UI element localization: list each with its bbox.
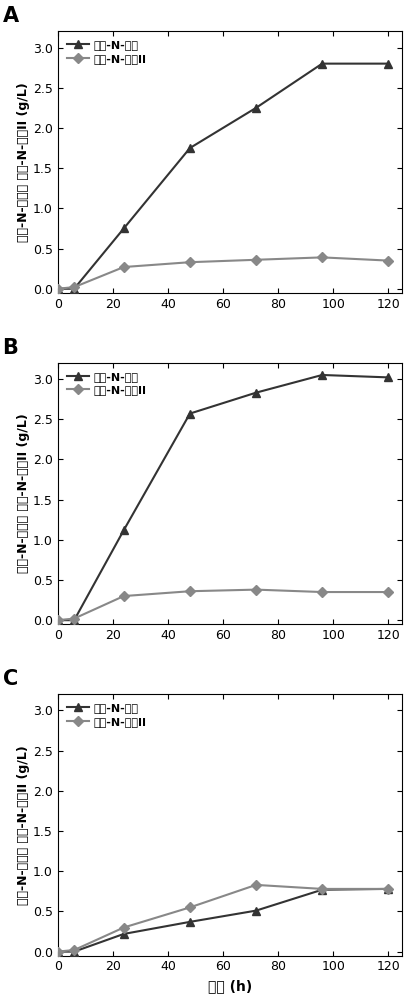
Line: 乳酸-N-三糖II: 乳酸-N-三糖II bbox=[54, 254, 392, 292]
乳酸-N-三糖II bbox=[320, 251, 325, 263]
乳酸-N-四糖 bbox=[320, 58, 325, 70]
Line: 乳酸-N-四糖: 乳酸-N-四糖 bbox=[54, 885, 393, 956]
乳酸-N-四糖 bbox=[386, 58, 391, 70]
乳酸-N-四糖 bbox=[72, 946, 76, 958]
乳酸-N-三糖II bbox=[55, 614, 60, 626]
乳酸-N-四糖 bbox=[254, 102, 258, 114]
Line: 乳酸-N-三糖II: 乳酸-N-三糖II bbox=[54, 586, 392, 624]
Line: 乳酸-N-三糖II: 乳酸-N-三糖II bbox=[54, 881, 392, 955]
乳酸-N-四糖 bbox=[121, 222, 126, 234]
Line: 乳酸-N-四糖: 乳酸-N-四糖 bbox=[54, 371, 393, 624]
乳酸-N-四糖 bbox=[187, 142, 192, 154]
Y-axis label: 乳酸-N-四糖， 乳酸-N-三糖II (g/L): 乳酸-N-四糖， 乳酸-N-三糖II (g/L) bbox=[17, 82, 30, 242]
乳酸-N-四糖 bbox=[187, 916, 192, 928]
乳酸-N-四糖 bbox=[55, 283, 60, 295]
Legend: 乳酸-N-四糖, 乳酸-N-三糖II: 乳酸-N-四糖, 乳酸-N-三糖II bbox=[63, 368, 150, 398]
乳酸-N-四糖 bbox=[72, 283, 76, 295]
乳酸-N-四糖 bbox=[55, 946, 60, 958]
乳酸-N-三糖II bbox=[254, 254, 258, 266]
Text: C: C bbox=[2, 669, 18, 689]
乳酸-N-三糖II bbox=[187, 585, 192, 597]
乳酸-N-三糖II bbox=[320, 883, 325, 895]
乳酸-N-三糖II bbox=[386, 255, 391, 267]
乳酸-N-三糖II bbox=[121, 590, 126, 602]
Y-axis label: 乳酸-N-四糖， 乳酸-N-三糖II (g/L): 乳酸-N-四糖， 乳酸-N-三糖II (g/L) bbox=[17, 414, 30, 573]
乳酸-N-三糖II bbox=[386, 586, 391, 598]
乳酸-N-三糖II bbox=[187, 901, 192, 913]
乳酸-N-三糖II bbox=[121, 922, 126, 934]
乳酸-N-三糖II bbox=[55, 283, 60, 295]
Text: B: B bbox=[2, 338, 18, 358]
Y-axis label: 乳酸-N-四糖， 乳酸-N-三糖II (g/L): 乳酸-N-四糖， 乳酸-N-三糖II (g/L) bbox=[17, 745, 30, 905]
乳酸-N-四糖 bbox=[187, 408, 192, 420]
X-axis label: 时间 (h): 时间 (h) bbox=[208, 979, 252, 993]
乳酸-N-四糖 bbox=[386, 883, 391, 895]
乳酸-N-三糖II bbox=[254, 584, 258, 596]
乳酸-N-四糖 bbox=[320, 369, 325, 381]
乳酸-N-三糖II bbox=[55, 946, 60, 958]
Legend: 乳酸-N-四糖, 乳酸-N-三糖II: 乳酸-N-四糖, 乳酸-N-三糖II bbox=[63, 700, 150, 730]
Line: 乳酸-N-四糖: 乳酸-N-四糖 bbox=[54, 59, 393, 293]
乳酸-N-三糖II bbox=[72, 944, 76, 956]
乳酸-N-四糖 bbox=[72, 614, 76, 626]
乳酸-N-三糖II bbox=[320, 586, 325, 598]
乳酸-N-四糖 bbox=[386, 371, 391, 383]
乳酸-N-四糖 bbox=[121, 524, 126, 536]
乳酸-N-四糖 bbox=[254, 387, 258, 399]
乳酸-N-三糖II bbox=[386, 883, 391, 895]
乳酸-N-四糖 bbox=[320, 884, 325, 896]
乳酸-N-四糖 bbox=[55, 614, 60, 626]
乳酸-N-三糖II bbox=[72, 281, 76, 293]
乳酸-N-四糖 bbox=[254, 905, 258, 917]
Text: A: A bbox=[2, 6, 19, 26]
Legend: 乳酸-N-四糖, 乳酸-N-三糖II: 乳酸-N-四糖, 乳酸-N-三糖II bbox=[63, 37, 150, 67]
乳酸-N-三糖II bbox=[72, 613, 76, 625]
乳酸-N-四糖 bbox=[121, 928, 126, 940]
乳酸-N-三糖II bbox=[121, 261, 126, 273]
乳酸-N-三糖II bbox=[187, 256, 192, 268]
乳酸-N-三糖II bbox=[254, 879, 258, 891]
